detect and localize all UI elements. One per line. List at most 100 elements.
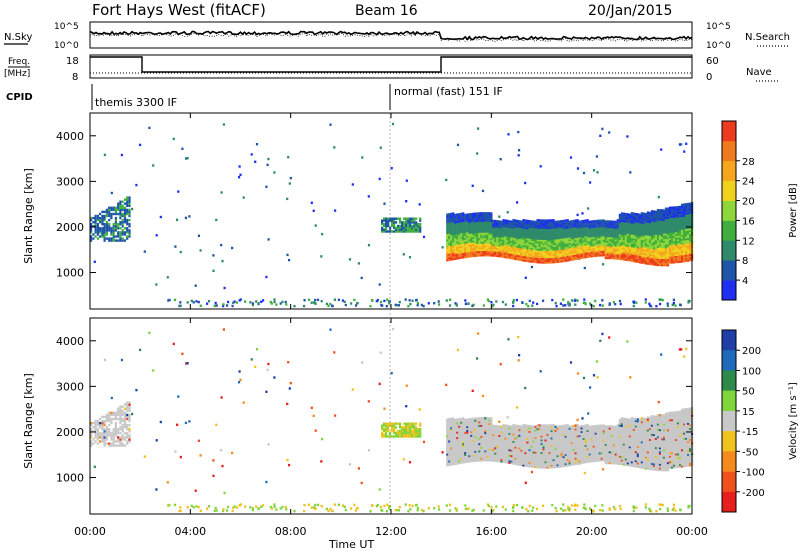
power-cell <box>667 208 669 210</box>
power-cell <box>602 263 604 265</box>
velocity-cell <box>126 434 128 436</box>
velocity-cell <box>119 414 121 416</box>
velocity-cell <box>274 506 276 508</box>
power-panel <box>90 113 693 309</box>
velocity-cell <box>152 369 154 371</box>
power-cell <box>121 154 123 156</box>
power-cell <box>95 221 97 223</box>
power-cell <box>126 235 128 237</box>
power-cell <box>108 237 110 239</box>
power-cell <box>124 231 126 233</box>
velocity-cell <box>629 376 631 378</box>
velocity-cell <box>383 434 385 436</box>
power-cell <box>557 221 559 223</box>
power-cell <box>113 225 115 227</box>
power-cell <box>208 300 210 302</box>
velocity-cell <box>602 509 604 511</box>
power-cell <box>591 220 593 222</box>
velocity-cell <box>507 416 509 418</box>
velocity-cell <box>124 412 126 414</box>
power-cell <box>529 220 531 222</box>
velocity-cell <box>609 509 611 511</box>
power-cell <box>122 219 124 221</box>
velocity-cell <box>415 423 417 425</box>
velocity-cell <box>128 401 130 403</box>
velocity-cell <box>449 509 451 511</box>
velocity-cell <box>614 508 616 510</box>
power-cell <box>657 209 659 211</box>
velocity-cell <box>124 432 126 434</box>
nsky-label: N.Sky <box>4 32 32 43</box>
velocity-cell <box>679 509 681 511</box>
velocity-cell <box>596 360 598 362</box>
power-cell <box>603 219 605 221</box>
power-cell <box>521 302 523 304</box>
velocity-cell <box>516 504 518 506</box>
power-cell <box>126 237 128 239</box>
velocity-cell <box>268 443 270 445</box>
power-cell <box>620 303 622 305</box>
power-cell <box>399 218 401 220</box>
velocity-cell <box>385 423 387 425</box>
power-cell <box>531 266 533 268</box>
velocity-cell <box>450 418 452 420</box>
power-cell <box>589 302 591 304</box>
velocity-cell <box>104 430 106 432</box>
power-cell <box>512 305 514 307</box>
freq-tick-high: 18 <box>66 56 79 67</box>
power-cell <box>352 183 354 185</box>
velocity-cell <box>403 423 405 425</box>
velocity-cell <box>313 506 315 508</box>
velocity-cell <box>401 426 403 428</box>
velocity-cell <box>188 420 190 422</box>
velocity-cell <box>399 430 401 432</box>
velocity-cell <box>467 508 469 510</box>
velocity-cell <box>380 352 382 354</box>
velocity-cell <box>128 424 130 426</box>
velocity-cell <box>446 419 448 421</box>
power-cell <box>216 304 218 306</box>
velocity-cell <box>498 421 500 423</box>
power-cell <box>532 301 534 303</box>
power-cell <box>113 233 115 235</box>
velocity-cell <box>333 351 335 353</box>
power-cell <box>110 227 112 229</box>
power-cell <box>106 213 108 215</box>
power-cell <box>99 213 101 215</box>
velocity-cell <box>122 418 124 420</box>
velocity-cell <box>119 442 121 444</box>
power-cell <box>577 214 579 216</box>
power-cell <box>383 223 385 225</box>
power-cell <box>124 221 126 223</box>
velocity-cell <box>174 450 176 452</box>
velocity-cell <box>128 410 130 412</box>
power-cell <box>535 221 537 223</box>
velocity-cell <box>104 438 106 440</box>
power-cell <box>681 204 683 206</box>
power-cell <box>607 220 609 222</box>
velocity-cell <box>108 424 110 426</box>
velocity-cell <box>674 510 676 512</box>
velocity-cell <box>577 372 579 374</box>
velocity-cell <box>222 508 224 510</box>
power-cell <box>97 215 99 217</box>
power-cell <box>472 185 474 187</box>
power-cell <box>512 219 514 221</box>
velocity-cell <box>106 438 108 440</box>
power-cell <box>508 220 510 222</box>
velocity-cell <box>117 436 119 438</box>
power-cell <box>619 214 621 216</box>
power-cell <box>221 260 223 262</box>
power-cell <box>198 235 200 237</box>
power-cell <box>639 214 641 216</box>
power-cell <box>108 209 110 211</box>
velocity-cell <box>290 382 292 384</box>
power-cell <box>195 300 197 302</box>
power-cell <box>409 256 411 258</box>
velocity-cell <box>490 506 492 508</box>
power-cell <box>565 219 567 221</box>
power-cell <box>661 209 663 211</box>
velocity-cell <box>470 418 472 420</box>
power-cell <box>108 213 110 215</box>
velocity-cell <box>399 506 401 508</box>
